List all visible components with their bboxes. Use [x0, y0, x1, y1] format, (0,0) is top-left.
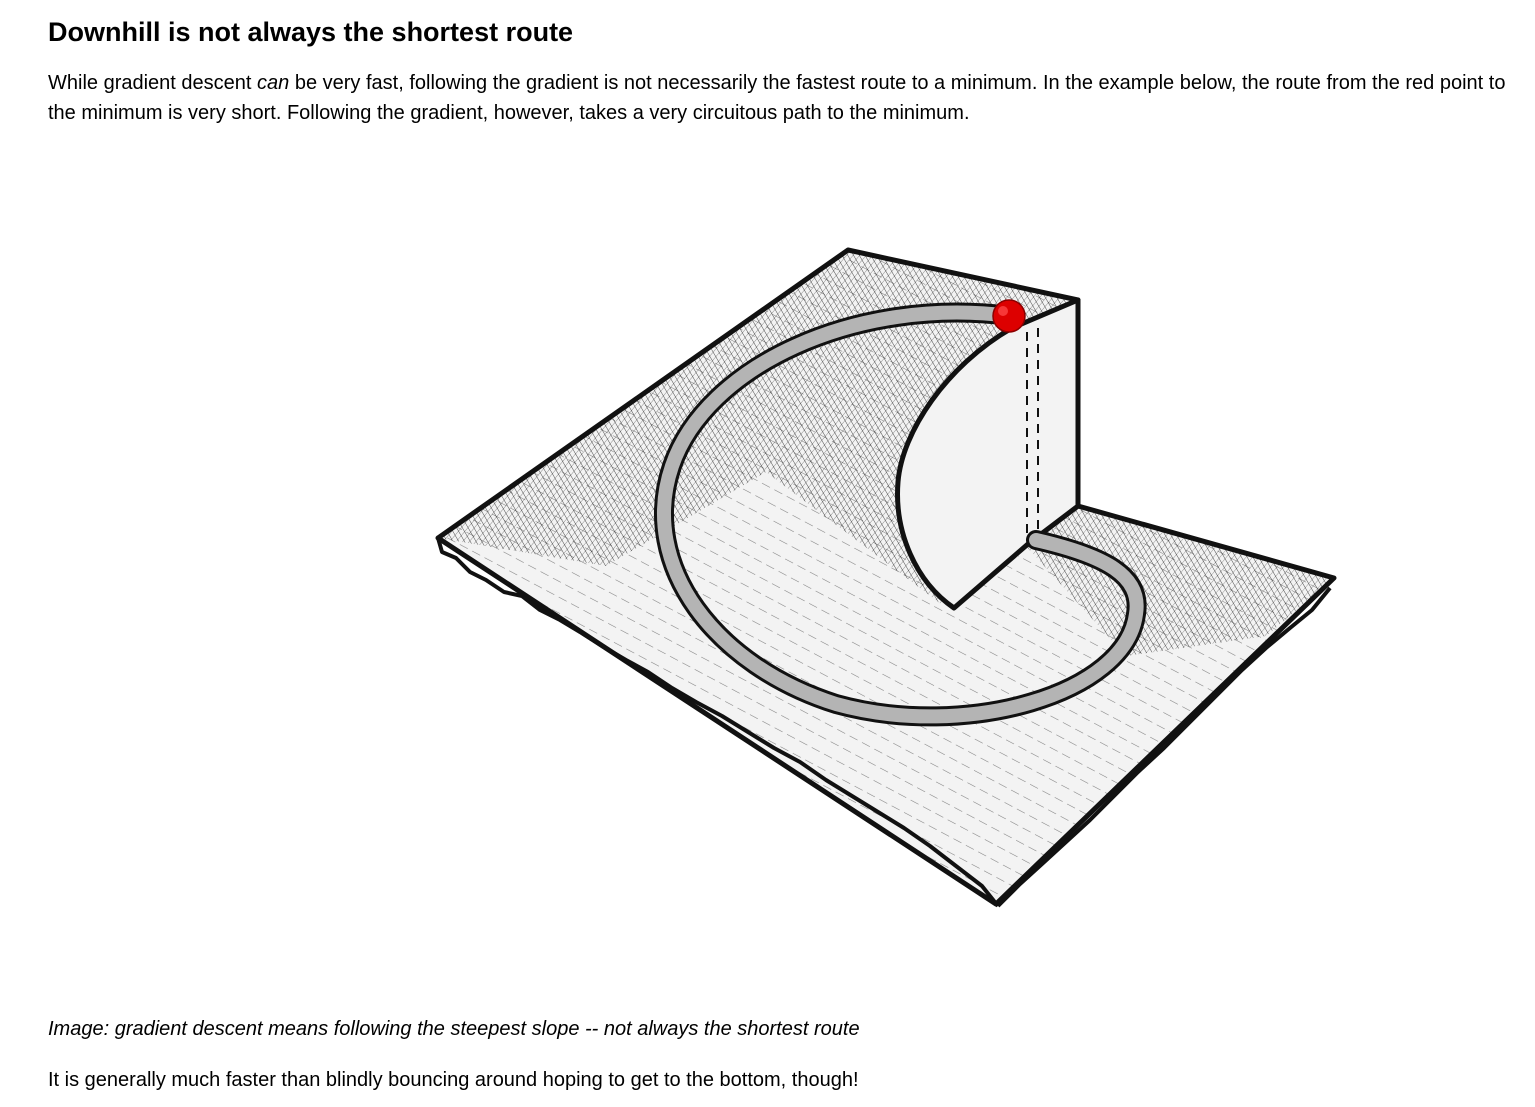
illustration-svg [435, 247, 1337, 908]
intro-text-end: be very fast, following the gradient is … [48, 72, 1506, 124]
article-title: Downhill is not always the shortest rout… [48, 17, 574, 47]
ragged-front-edge-left [436, 537, 1000, 908]
start-point [992, 299, 1026, 333]
figure-caption: Image: gradient descent means following … [48, 1018, 860, 1040]
ragged-front-edge-right [996, 586, 1332, 908]
closing-paragraph: It is generally much faster than blindly… [48, 1069, 859, 1091]
intro-paragraph: While gradient descent can be very fast,… [48, 68, 1510, 128]
surface-outline [435, 247, 1337, 907]
start-point-highlight [998, 306, 1008, 316]
intro-text-start: While gradient descent [48, 72, 258, 94]
intro-emphasis: can [257, 72, 290, 94]
descent-path-fill [657, 305, 1144, 724]
gradient-descent-illustration [386, 236, 1346, 926]
